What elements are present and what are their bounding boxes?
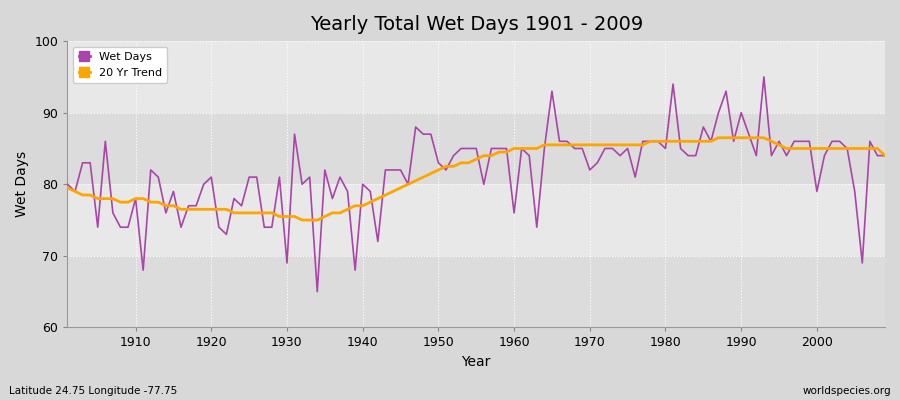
20 Yr Trend xyxy=(289,214,300,219)
Bar xyxy=(68,41,885,113)
X-axis label: Year: Year xyxy=(462,355,490,369)
20 Yr Trend xyxy=(342,207,353,212)
Bar xyxy=(68,184,885,256)
20 Yr Trend xyxy=(122,200,133,204)
Wet Days xyxy=(289,132,300,136)
20 Yr Trend xyxy=(297,218,308,222)
20 Yr Trend xyxy=(62,186,73,190)
Bar xyxy=(68,113,885,184)
Wet Days xyxy=(608,146,618,151)
Legend: Wet Days, 20 Yr Trend: Wet Days, 20 Yr Trend xyxy=(73,47,167,83)
20 Yr Trend xyxy=(608,142,618,147)
Wet Days xyxy=(312,289,323,294)
Wet Days xyxy=(342,189,353,194)
Wet Days xyxy=(62,182,73,187)
Title: Yearly Total Wet Days 1901 - 2009: Yearly Total Wet Days 1901 - 2009 xyxy=(310,15,643,34)
Y-axis label: Wet Days: Wet Days xyxy=(15,151,29,217)
Text: Latitude 24.75 Longitude -77.75: Latitude 24.75 Longitude -77.75 xyxy=(9,386,177,396)
Wet Days xyxy=(879,153,890,158)
20 Yr Trend xyxy=(517,146,527,151)
Line: Wet Days: Wet Days xyxy=(68,77,885,292)
Bar xyxy=(68,256,885,328)
20 Yr Trend xyxy=(713,135,724,140)
Wet Days xyxy=(517,146,527,151)
Line: 20 Yr Trend: 20 Yr Trend xyxy=(68,138,885,220)
Text: worldspecies.org: worldspecies.org xyxy=(803,386,891,396)
Wet Days xyxy=(122,225,133,230)
Wet Days xyxy=(508,210,519,215)
Wet Days xyxy=(759,74,769,79)
20 Yr Trend xyxy=(879,153,890,158)
20 Yr Trend xyxy=(508,146,519,151)
